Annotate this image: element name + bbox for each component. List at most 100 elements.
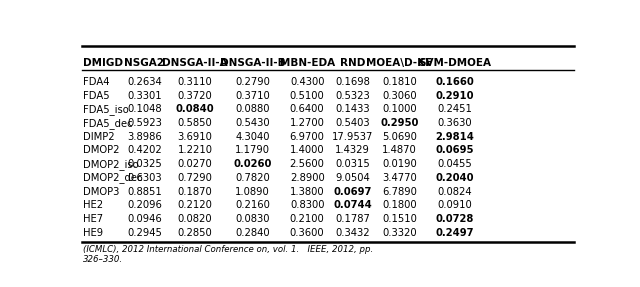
Text: 0.0325: 0.0325 (127, 159, 162, 169)
Text: 0.0315: 0.0315 (335, 159, 370, 169)
Text: 1.4000: 1.4000 (290, 146, 324, 156)
Text: 0.1660: 0.1660 (436, 77, 474, 87)
Text: DMOP2_dec: DMOP2_dec (83, 172, 143, 183)
Text: 0.7290: 0.7290 (178, 173, 212, 183)
Text: SVM-DMOEA: SVM-DMOEA (419, 58, 492, 68)
Text: 0.3110: 0.3110 (178, 77, 212, 87)
Text: FDA5_dec: FDA5_dec (83, 118, 133, 129)
Text: 4.3040: 4.3040 (236, 132, 270, 142)
Text: 0.3320: 0.3320 (382, 228, 417, 238)
Text: 1.3800: 1.3800 (290, 187, 324, 197)
Text: 0.2950: 0.2950 (380, 118, 419, 128)
Text: MOEA\D-KF: MOEA\D-KF (366, 58, 433, 68)
Text: 0.5100: 0.5100 (290, 91, 324, 101)
Text: 2.9814: 2.9814 (436, 132, 474, 142)
Text: HE9: HE9 (83, 228, 104, 238)
Text: DMOP3: DMOP3 (83, 187, 120, 197)
Text: 0.7820: 0.7820 (236, 173, 270, 183)
Text: FDA5: FDA5 (83, 91, 110, 101)
Text: 1.0890: 1.0890 (236, 187, 270, 197)
Text: 0.0697: 0.0697 (333, 187, 372, 197)
Text: 0.5323: 0.5323 (335, 91, 370, 101)
Text: 0.2790: 0.2790 (235, 77, 270, 87)
Text: 1.4870: 1.4870 (382, 146, 417, 156)
Text: 17.9537: 17.9537 (332, 132, 374, 142)
Text: 0.1510: 0.1510 (382, 214, 417, 224)
Text: HE7: HE7 (83, 214, 104, 224)
Text: 0.2840: 0.2840 (236, 228, 270, 238)
Text: 0.3060: 0.3060 (382, 91, 417, 101)
Text: 1.2210: 1.2210 (177, 146, 212, 156)
Text: 0.1433: 0.1433 (335, 104, 370, 114)
Text: 2.5600: 2.5600 (290, 159, 324, 169)
Text: 0.3600: 0.3600 (290, 228, 324, 238)
Text: 0.1000: 0.1000 (382, 104, 417, 114)
Text: 0.8851: 0.8851 (127, 187, 162, 197)
Text: 0.6303: 0.6303 (127, 173, 162, 183)
Text: 0.0455: 0.0455 (438, 159, 472, 169)
Text: (ICMLC), 2012 International Conference on, vol. 1.   IEEE, 2012, pp.
326–330.: (ICMLC), 2012 International Conference o… (83, 245, 374, 264)
Text: MBN-EDA: MBN-EDA (280, 58, 335, 68)
Text: 0.0820: 0.0820 (178, 214, 212, 224)
Text: 1.1790: 1.1790 (235, 146, 270, 156)
Text: HE2: HE2 (83, 200, 104, 210)
Text: 5.0690: 5.0690 (382, 132, 417, 142)
Text: DMIGD: DMIGD (83, 58, 124, 68)
Text: 0.0744: 0.0744 (333, 200, 372, 210)
Text: 1.2700: 1.2700 (290, 118, 324, 128)
Text: 3.8986: 3.8986 (127, 132, 162, 142)
Text: 0.0260: 0.0260 (234, 159, 272, 169)
Text: 0.2120: 0.2120 (178, 200, 212, 210)
Text: 9.0504: 9.0504 (335, 173, 370, 183)
Text: DNSGA-II-B: DNSGA-II-B (220, 58, 285, 68)
Text: 0.0880: 0.0880 (236, 104, 270, 114)
Text: 0.1870: 0.1870 (178, 187, 212, 197)
Text: 0.2160: 0.2160 (235, 200, 270, 210)
Text: FDA5_iso: FDA5_iso (83, 104, 129, 115)
Text: 0.2634: 0.2634 (127, 77, 162, 87)
Text: 0.4300: 0.4300 (290, 77, 324, 87)
Text: 0.2451: 0.2451 (438, 104, 472, 114)
Text: 0.3301: 0.3301 (127, 91, 162, 101)
Text: 1.4329: 1.4329 (335, 146, 370, 156)
Text: 0.2100: 0.2100 (290, 214, 324, 224)
Text: DIMP2: DIMP2 (83, 132, 115, 142)
Text: 3.4770: 3.4770 (382, 173, 417, 183)
Text: DNSGA-II-A: DNSGA-II-A (163, 58, 228, 68)
Text: 0.0910: 0.0910 (438, 200, 472, 210)
Text: 0.0824: 0.0824 (438, 187, 472, 197)
Text: 0.5430: 0.5430 (236, 118, 270, 128)
Text: FDA4: FDA4 (83, 77, 110, 87)
Text: 0.1048: 0.1048 (127, 104, 162, 114)
Text: 0.0695: 0.0695 (436, 146, 474, 156)
Text: 0.3710: 0.3710 (236, 91, 270, 101)
Text: DMOP2_iso: DMOP2_iso (83, 159, 139, 170)
Text: 6.9700: 6.9700 (290, 132, 324, 142)
Text: 0.3432: 0.3432 (335, 228, 370, 238)
Text: 0.0840: 0.0840 (176, 104, 214, 114)
Text: 0.0830: 0.0830 (236, 214, 270, 224)
Text: 0.1810: 0.1810 (382, 77, 417, 87)
Text: 0.1787: 0.1787 (335, 214, 370, 224)
Text: 0.2040: 0.2040 (436, 173, 474, 183)
Text: 0.3720: 0.3720 (178, 91, 212, 101)
Text: 6.7890: 6.7890 (382, 187, 417, 197)
Text: 0.5403: 0.5403 (335, 118, 370, 128)
Text: 0.1698: 0.1698 (335, 77, 370, 87)
Text: 0.4202: 0.4202 (127, 146, 162, 156)
Text: 0.3630: 0.3630 (438, 118, 472, 128)
Text: RND: RND (340, 58, 365, 68)
Text: NSGA2: NSGA2 (125, 58, 164, 68)
Text: 0.2096: 0.2096 (127, 200, 162, 210)
Text: 0.0270: 0.0270 (178, 159, 212, 169)
Text: 0.2945: 0.2945 (127, 228, 162, 238)
Text: 0.6400: 0.6400 (290, 104, 324, 114)
Text: DMOP2: DMOP2 (83, 146, 120, 156)
Text: 0.5850: 0.5850 (178, 118, 212, 128)
Text: 0.0728: 0.0728 (436, 214, 474, 224)
Text: 0.2850: 0.2850 (178, 228, 212, 238)
Text: 3.6910: 3.6910 (178, 132, 212, 142)
Text: 0.0190: 0.0190 (382, 159, 417, 169)
Text: 0.8300: 0.8300 (290, 200, 324, 210)
Text: 0.5923: 0.5923 (127, 118, 162, 128)
